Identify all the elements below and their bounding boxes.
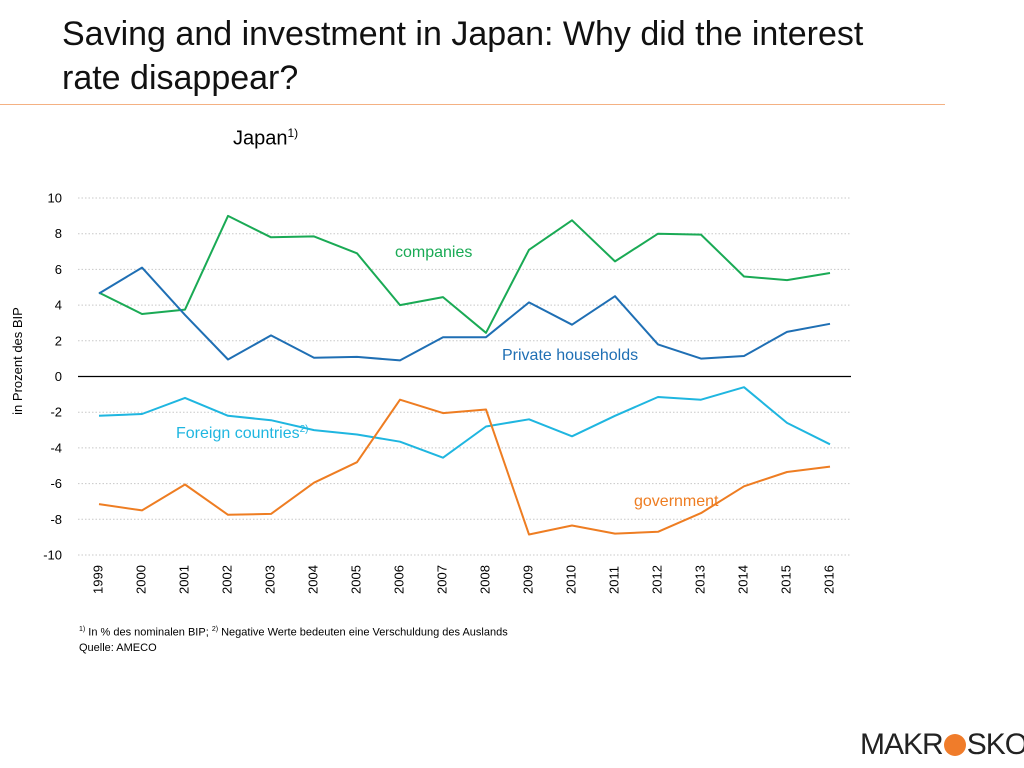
x-tick-label: 2013	[692, 565, 707, 594]
x-tick-label: 1999	[90, 565, 105, 594]
x-tick-label: 2015	[778, 565, 793, 594]
source-line: Quelle: AMECO	[79, 641, 157, 654]
logo-orange-dot-icon	[943, 734, 966, 756]
y-tick-label: 8	[55, 226, 62, 241]
x-tick-label: 2005	[348, 565, 363, 594]
y-tick-label: -4	[50, 440, 62, 455]
x-tick-label: 2007	[434, 565, 449, 594]
y-tick-label: -6	[50, 476, 62, 491]
y-tick-label: 0	[55, 369, 62, 384]
logo-text-left: MAKR	[860, 728, 944, 761]
x-tick-labels: 1999 2000 2001 2002 2003 2004 2005 2006 2007 2008…	[90, 565, 836, 594]
footnote-line: 1) In % des nominalen BIP; 2) Negative W…	[79, 622, 508, 641]
y-tick-label: -2	[50, 405, 62, 420]
x-tick-label: 2002	[219, 565, 234, 594]
x-tick-label: 2014	[735, 565, 750, 594]
makroskop-logo: MAKR SKOP	[860, 728, 1024, 762]
chart-title: Japan1)	[233, 126, 298, 151]
series-label-government: government	[634, 493, 719, 510]
footnote-superscript-2: 2)	[211, 626, 219, 633]
gridlines	[78, 197, 851, 556]
footnote-text-1: In % des nominalen BIP;	[85, 626, 212, 639]
series-line-government	[98, 398, 831, 536]
x-tick-label: 2012	[649, 565, 664, 594]
title-divider	[0, 104, 945, 105]
series-labels: companies Private households Foreign count…	[176, 244, 719, 510]
chart-title-superscript: 1)	[287, 126, 299, 140]
footnote-text-2: Negative Werte bedeuten eine Verschuldun…	[218, 626, 508, 639]
footnote: 1) In % des nominalen BIP; 2) Negative W…	[79, 622, 508, 656]
page-title: Saving and investment in Japan: Why did …	[62, 15, 864, 97]
series-line-companies	[98, 214, 831, 334]
x-tick-label: 2001	[176, 565, 191, 594]
y-axis-label: in Prozent des BIP	[10, 307, 25, 415]
y-tick-label: 10	[48, 191, 62, 206]
x-tick-label: 2011	[606, 566, 621, 594]
series-label-foreign-countries: Foreign countries2)	[176, 424, 309, 442]
x-tick-label: 2016	[821, 565, 836, 594]
y-tick-labels: 10 8 6 4 2 0 -2 -4 -6 -8 -10	[43, 191, 62, 563]
footnote-superscript-1: 1)	[79, 626, 86, 633]
x-tick-label: 2009	[520, 565, 535, 594]
y-tick-label: 6	[55, 262, 62, 277]
x-tick-label: 2006	[391, 565, 406, 594]
y-tick-label: -8	[50, 512, 62, 527]
chart-title-text: Japan	[233, 127, 288, 150]
x-tick-label: 2003	[262, 565, 277, 594]
y-tick-label: 4	[55, 298, 62, 313]
logo-text-right: SKOP	[966, 728, 1024, 761]
series-lines	[98, 214, 831, 536]
x-tick-label: 2000	[133, 565, 148, 594]
series-line-foreign-countries	[98, 386, 831, 459]
x-tick-label: 2008	[477, 565, 492, 594]
series-label-companies: companies	[395, 244, 472, 261]
x-tick-label: 2004	[305, 565, 320, 594]
y-tick-label: 2	[55, 333, 62, 348]
series-line-private-households	[98, 266, 831, 362]
y-tick-label: -10	[43, 548, 62, 563]
series-label-private-households: Private households	[502, 347, 638, 364]
x-tick-label: 2010	[563, 565, 578, 594]
